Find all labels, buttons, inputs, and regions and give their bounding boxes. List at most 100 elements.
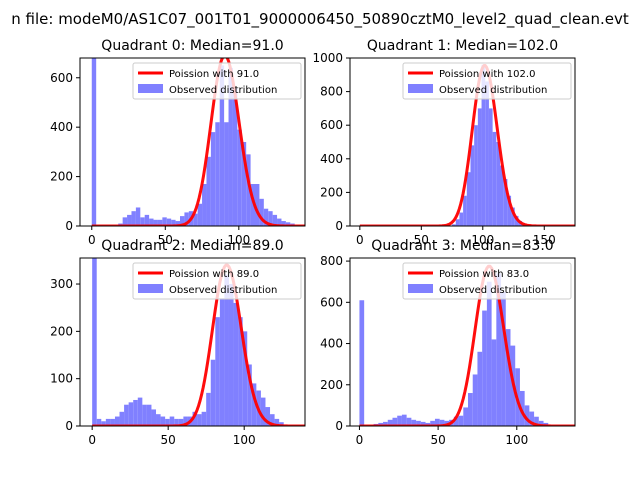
x-tick-label-1-0: 0 [356, 233, 364, 247]
poisson-curve-0 [91, 58, 305, 226]
x-tick-label-3-2: 100 [505, 433, 528, 447]
poisson-curve-3 [359, 264, 575, 426]
hist-bar-0-32 [232, 87, 238, 226]
legend-1-hist-swatch [408, 84, 433, 93]
hist-bar-2-9 [133, 399, 138, 426]
hist-bar-0-13 [149, 218, 154, 226]
hist-bar-3-28 [491, 339, 497, 426]
hist-bar-2-40 [274, 418, 280, 426]
hist-bar-3-20 [453, 416, 459, 426]
hist-bar-2-29 [224, 274, 229, 426]
hist-bar-0-8 [127, 214, 132, 226]
legend-0-box [132, 62, 302, 100]
hist-bar-0-40 [268, 211, 273, 226]
hist-bar-3-34 [519, 390, 525, 426]
hist-bar-3-36 [529, 411, 535, 426]
poisson-curve-2 [92, 263, 305, 426]
hist-bar-1-0 [452, 224, 456, 226]
hist-bar-2-37 [260, 397, 266, 426]
hist-bar-0-33 [237, 129, 242, 226]
panel-0: 0 50 100 0 200 400 600 Quadrant 0: Median=91.0 P… [50, 38, 306, 247]
legend-3: Poission with 83.0 Observed distribution [402, 262, 572, 300]
hist-bar-2-19 [178, 418, 184, 426]
y-tick-label-1-1: 200 [320, 185, 343, 199]
hist-bar-2-22 [192, 411, 198, 426]
hist-bar-3-16 [434, 418, 440, 426]
hist-bar-2-31 [233, 302, 239, 426]
y-tick-label-3-2: 400 [320, 337, 343, 351]
panel-0-frame [79, 57, 306, 227]
hist-bar-0-11 [140, 217, 145, 226]
panel-3-title: Quadrant 3: Median=83.0 [371, 238, 553, 254]
y-tick-label-1-4: 800 [320, 85, 343, 99]
hist-bar-2-34 [247, 364, 252, 426]
hist-bar-2-39 [270, 414, 275, 426]
hist-bar-3-10 [406, 417, 412, 426]
hist-bar-2-6 [119, 411, 125, 426]
y-tick-label-2-3: 300 [50, 277, 73, 291]
panel-3-plot-area [359, 264, 575, 426]
panel-2-frame [79, 257, 306, 427]
hist-bar-3-17 [439, 419, 445, 426]
hist-bar-0-25 [202, 184, 207, 226]
y-tick-label-3-1: 200 [320, 378, 343, 392]
hist-bar-2-35 [251, 383, 257, 426]
panel-1-frame [349, 57, 576, 227]
y-tick-label-3-0: 0 [335, 419, 343, 433]
hist-bar-1-11 [492, 131, 497, 226]
hist-bar-3-6 [387, 419, 393, 426]
hist-bar-0-23 [193, 213, 198, 226]
hist-bar-3-11 [411, 419, 417, 426]
legend-1-curve-label: Poission with 102.0 [439, 69, 535, 80]
hist-bar-0-10 [135, 207, 141, 226]
hist-bar-2-11 [142, 404, 147, 426]
hist-bar-2-15 [160, 416, 166, 426]
hist-bar-1-16 [511, 207, 515, 226]
hist-bar-3-8 [397, 415, 402, 426]
hist-bar-2-30 [228, 284, 234, 426]
legend-0-curve-label: Poission with 91.0 [169, 69, 259, 80]
x-tick-label-2-1: 50 [161, 433, 176, 447]
hist-bar-2-4 [110, 418, 115, 426]
hist-bar-0-44 [285, 222, 291, 226]
hist-bar-0-34 [241, 142, 247, 226]
x-tick-label-3-1: 50 [430, 433, 445, 447]
hist-bar-1-5 [470, 145, 475, 226]
x-tick-label-1-2: 100 [471, 233, 494, 247]
hist-bar-1-14 [503, 178, 508, 226]
hist-bar-0-37 [255, 184, 260, 226]
hist-bar-1-17 [514, 215, 519, 226]
hist-bar-2-1 [96, 418, 102, 426]
y-tick-label-0-3: 600 [50, 71, 73, 85]
hist-bar-0-7 [122, 217, 128, 226]
legend-2-hist-swatch [138, 284, 163, 293]
legend-0-hist-label: Observed distribution [169, 85, 277, 96]
hist-bar-0-31 [228, 67, 233, 226]
hist-bar-2-18 [174, 418, 179, 426]
legend-3-hist-label: Observed distribution [439, 285, 547, 296]
hist-bar-3-15 [430, 420, 435, 426]
hist-bar-0-17 [166, 218, 172, 226]
hist-bar-0-39 [263, 208, 269, 226]
hist-bar-1-6 [474, 125, 478, 226]
x-tick-label-2-2: 100 [233, 433, 256, 447]
hist-bar-0-29 [219, 65, 225, 226]
hist-bar-1-3 [463, 195, 467, 226]
hist-bar-3-23 [468, 393, 473, 426]
x-tick-label-1-1: 50 [414, 233, 429, 247]
hist-bar-2-5 [114, 416, 120, 426]
hist-bar-2-7 [124, 404, 129, 426]
y-tick-label-1-3: 600 [320, 118, 343, 132]
legend-1: Poission with 102.0 Observed distribution [402, 62, 572, 100]
x-tick-label-0-1: 50 [158, 233, 173, 247]
hist-bar-2-2 [101, 421, 106, 426]
legend-0-hist-swatch [138, 84, 163, 93]
hist-bar-1-12 [496, 142, 500, 226]
hist-bar-0-12 [144, 214, 150, 226]
y-tick-label-1-2: 400 [320, 152, 343, 166]
hist-bar-0-43 [281, 221, 286, 226]
hist-bar-3-35 [524, 405, 530, 426]
hist-bar-3-31 [505, 329, 511, 426]
hist-bar-2-25 [206, 392, 211, 426]
